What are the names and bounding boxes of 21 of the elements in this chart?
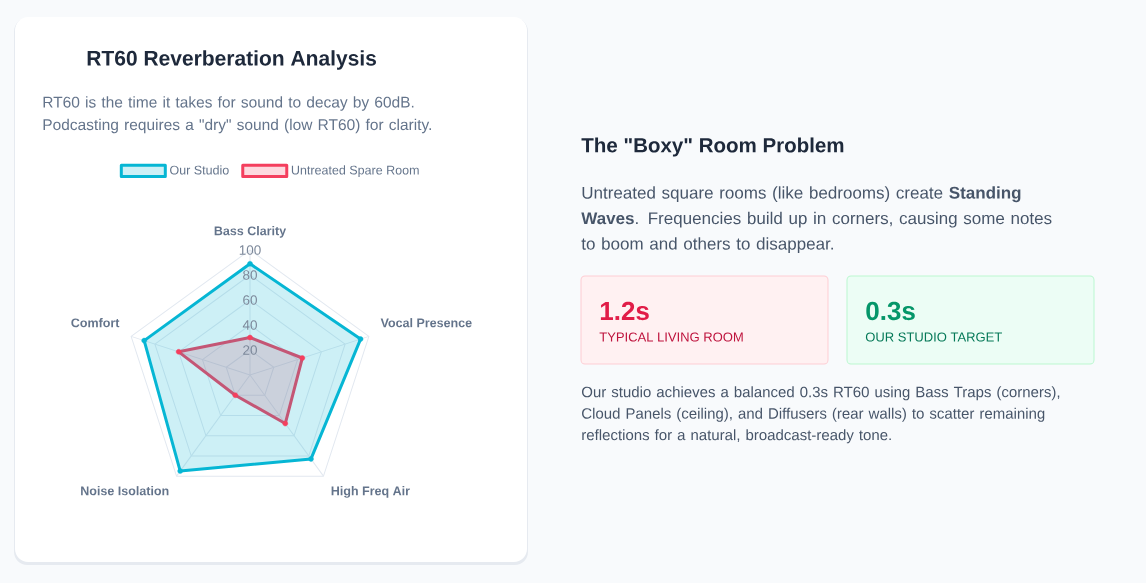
- y-tick-label: 40: [242, 320, 257, 330]
- y-tick-label: 60: [243, 295, 257, 305]
- spoke-label: Bass Clarity: [214, 226, 287, 238]
- chart-title: RT60 Reverberation Analysis: [87, 50, 376, 70]
- text: Our studio achieves a balanced 0.3s RT60 using Bass Traps (corners), Cloud Panels (ceiling), and Diffusers (rear walls) to scatter remaining reflections for a natural, broadcast-ready tone.: [581, 386, 1060, 444]
- text: Untreated square rooms (like bedrooms) create Standing Waves. Frequencies build up in corners, causing some notes to boom and others to disappear.: [581, 186, 1052, 254]
- y-tick-label: 80: [243, 270, 257, 280]
- chart-subtitle: RT60 is the time it takes for sound to decay by 60dB. Podcasting requires a "dry" sound (low RT60) for clarity.: [43, 96, 431, 134]
- legend-label: Our Studio: [170, 165, 229, 175]
- spoke-label: High Freq Air: [331, 486, 410, 498]
- text: 0.3s: [866, 301, 915, 321]
- spoke-label: Vocal Presence: [380, 318, 472, 328]
- spoke-label: Noise Isolation: [81, 486, 169, 496]
- spoke-label: Comfort: [71, 318, 120, 328]
- text: The "Boxy" Room Problem: [581, 137, 844, 157]
- text: OUR STUDIO TARGET: [865, 332, 1002, 342]
- y-tick-label: 20: [243, 345, 257, 355]
- text: TYPICAL LIVING ROOM: [599, 332, 743, 342]
- y-tick-label: 100: [239, 245, 261, 255]
- legend-label: Untreated Spare Room: [291, 165, 419, 177]
- text: 1.2s: [600, 301, 649, 321]
